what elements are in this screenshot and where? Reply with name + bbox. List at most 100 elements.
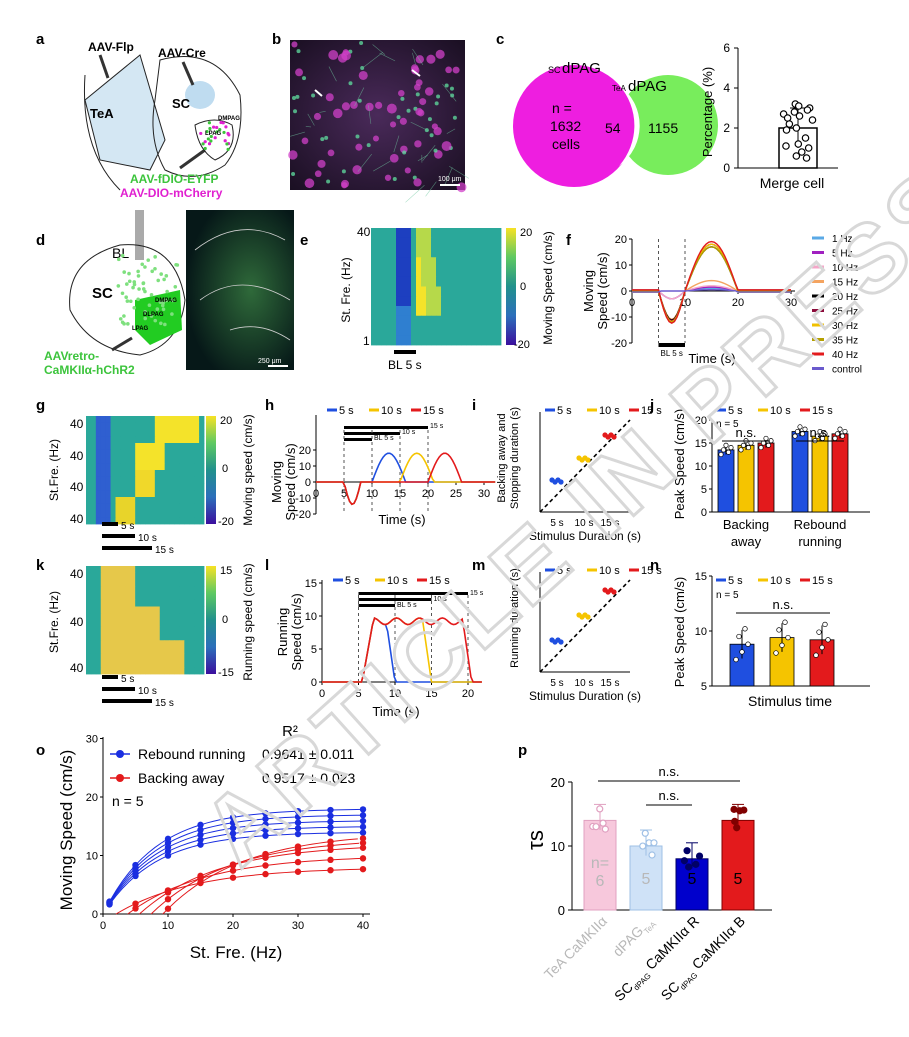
- micro-cell: [341, 169, 346, 174]
- f-xtick-label: 30: [785, 297, 797, 309]
- legend-label: 15 s: [423, 405, 444, 417]
- e-cell: [466, 237, 472, 248]
- g-cell: [95, 422, 102, 430]
- k-cell: [140, 626, 146, 634]
- k-cell: [115, 633, 121, 641]
- g-cell: [90, 436, 97, 444]
- micro-cell: [434, 101, 439, 106]
- i-xtick-label: 5 s: [550, 518, 563, 529]
- e-cell: [416, 247, 422, 258]
- g-cell: [125, 510, 131, 518]
- g-cell: [149, 463, 156, 471]
- e-cell: [376, 296, 382, 307]
- j-dot: [794, 428, 801, 435]
- k-cell: [149, 653, 156, 661]
- e-cell: [421, 276, 427, 287]
- j-bar: [831, 433, 849, 513]
- g-cell: [86, 463, 92, 471]
- legend-label: 5 s: [557, 405, 572, 417]
- k-cell: [140, 593, 146, 601]
- micro-cell: [414, 83, 421, 91]
- scale-label-b: 100 μm: [438, 176, 462, 183]
- o-ytick-label: 20: [86, 792, 98, 804]
- g-cell: [105, 510, 111, 518]
- d-dot: [140, 262, 145, 267]
- pag-dot: [226, 147, 230, 151]
- e-cell: [381, 267, 387, 278]
- k-cell: [140, 606, 146, 614]
- n-ns: n.s.: [773, 597, 794, 612]
- e-cell: [431, 315, 437, 326]
- k-cell: [159, 647, 166, 655]
- d-dot: [149, 314, 154, 318]
- g-cell: [179, 443, 185, 451]
- e-cell: [391, 296, 397, 307]
- panel-label-h: h: [265, 397, 274, 414]
- e-cell: [486, 228, 492, 239]
- e-cell: [491, 286, 497, 297]
- k-cell: [105, 572, 111, 580]
- k-cell: [199, 626, 205, 634]
- e-cell: [456, 296, 462, 307]
- p-dot: [685, 863, 693, 871]
- k-cell: [159, 620, 166, 628]
- k-cell: [189, 647, 195, 655]
- k-cell: [174, 640, 180, 648]
- k-cell: [125, 606, 131, 614]
- micro-cell: [415, 92, 420, 97]
- c-dot: [802, 154, 811, 162]
- g-cell: [86, 429, 92, 437]
- d-dot: [125, 282, 129, 286]
- panel-g: g 40 40 40 40 St.Fre. (Hz) 20 0 -20 Movi…: [36, 397, 255, 556]
- c-overlap: 54: [605, 120, 621, 136]
- k-cell: [125, 647, 131, 655]
- k-cell: [135, 660, 141, 668]
- k-cell: [184, 572, 190, 580]
- e-stim-label: BL 5 s: [388, 358, 422, 372]
- f-legend-label: 40 Hz: [832, 350, 858, 361]
- e-cell: [476, 296, 482, 307]
- g-cell: [95, 436, 102, 444]
- e-cell: [496, 228, 502, 239]
- k-cell: [174, 593, 180, 601]
- e-cell: [436, 315, 442, 326]
- e-cell: [421, 257, 427, 268]
- j-dot: [765, 442, 772, 448]
- k-cell: [140, 572, 146, 580]
- p-ytick-label: 0: [558, 903, 565, 918]
- p-dot: [592, 823, 600, 831]
- f-ytick-label: -10: [611, 312, 627, 324]
- g-cell: [100, 476, 107, 484]
- e-cell: [496, 267, 502, 278]
- o-point-red: [327, 856, 334, 864]
- o-ytick-label: 30: [86, 734, 98, 746]
- e-cell: [446, 286, 452, 297]
- j-dot: [758, 445, 764, 451]
- d-dot: [118, 317, 123, 321]
- e-cell: [426, 306, 432, 317]
- k-cell: [189, 579, 195, 587]
- g-cell: [154, 503, 161, 511]
- k-cell: [174, 613, 180, 621]
- micro-cell: [427, 117, 432, 122]
- k-cell: [125, 660, 131, 668]
- o-r2: R²: [282, 723, 298, 740]
- l-xtick-label: 0: [319, 688, 325, 700]
- g-cell: [100, 470, 107, 478]
- k-cell: [164, 579, 170, 587]
- g-cell: [169, 449, 175, 457]
- k-cell: [145, 653, 151, 661]
- k-cell: [179, 647, 185, 655]
- k-cell: [140, 640, 146, 648]
- k-cell: [184, 606, 190, 614]
- g-cell: [145, 456, 151, 464]
- k-cell: [169, 566, 175, 574]
- e-cell: [471, 335, 477, 346]
- e-cell: [446, 306, 452, 317]
- k-cell: [86, 579, 92, 587]
- k-cbar-mid: 0: [222, 614, 228, 626]
- k-cell: [194, 640, 200, 648]
- e-cell: [401, 247, 407, 258]
